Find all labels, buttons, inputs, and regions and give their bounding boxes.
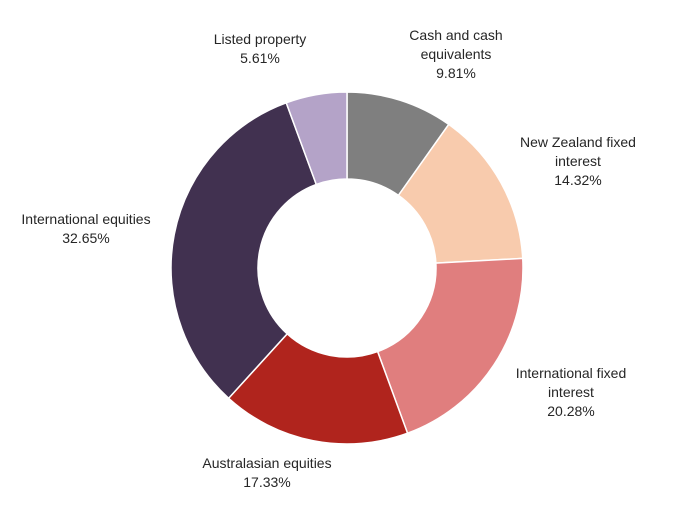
slice-name-label-1: New Zealand fixed <box>520 134 636 150</box>
slice-value-label-0: 9.81% <box>436 65 476 81</box>
slice-name-label-3: Australasian equities <box>202 455 331 471</box>
slice-name-label-0: Cash and cash <box>409 27 502 43</box>
slice-value-label-3: 17.33% <box>243 474 290 490</box>
slice-name-label-2: interest <box>548 384 594 400</box>
slice-labels: Cash and cash equivalents 9.81% New Zealand… <box>21 27 636 490</box>
slice-name-label-5: Listed property <box>214 31 307 47</box>
slice-name-label-2: International fixed <box>516 365 627 381</box>
slice-name-label-4: International equities <box>21 211 150 227</box>
slice-value-label-1: 14.32% <box>554 172 601 188</box>
slice-value-label-2: 20.28% <box>547 403 594 419</box>
slice-4 <box>170 101 318 400</box>
slice-5 <box>285 91 348 186</box>
slice-2 <box>376 257 524 435</box>
slice-name-label-0: equivalents <box>421 46 492 62</box>
slice-3 <box>227 332 409 445</box>
slice-value-label-5: 5.61% <box>240 50 280 66</box>
slice-value-label-4: 32.65% <box>62 230 109 246</box>
slice-name-label-1: interest <box>555 153 601 169</box>
donut-slices <box>170 91 524 445</box>
